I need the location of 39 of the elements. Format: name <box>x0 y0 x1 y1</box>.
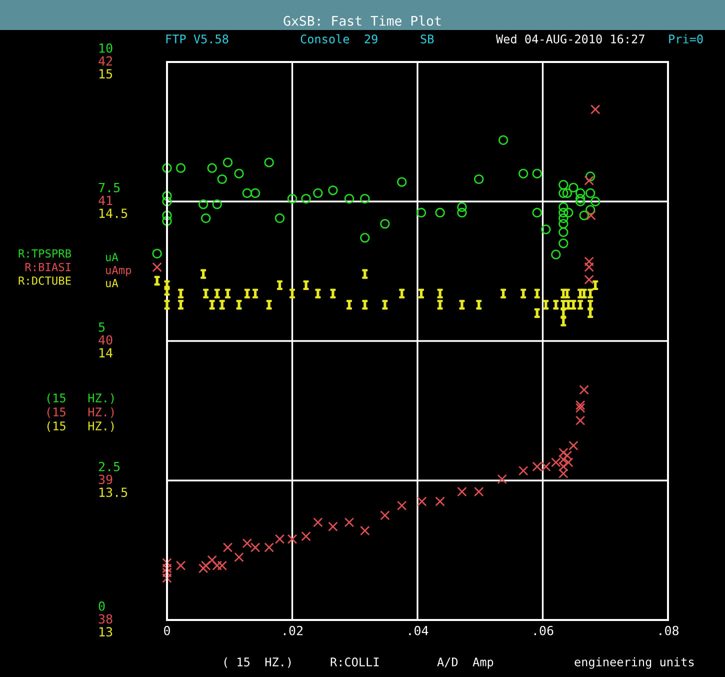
y-tick-label: 0 <box>98 601 105 611</box>
x-axis-title: R:COLLI <box>330 658 379 666</box>
x-tick-label: .04 <box>409 626 428 636</box>
text: FTP V5.58 <box>166 34 228 44</box>
text: uA <box>106 278 118 288</box>
text: Console 29 <box>300 34 378 44</box>
y-tick-label: 2.5 <box>98 462 120 472</box>
y3-tick-label: 14.5 <box>100 208 128 218</box>
text: A/D Amp <box>437 658 494 669</box>
text: R:BIASI <box>25 262 70 272</box>
text: R:TPSPRB <box>18 249 71 258</box>
y3-tick-label: 13 <box>100 627 112 637</box>
y2-tick-label: 39 <box>98 474 112 484</box>
y3-tick-label: 14 <box>100 348 112 358</box>
text: uA <box>106 252 118 262</box>
y2-tick-label: 41 <box>98 196 112 205</box>
x-tick-label: 0 <box>164 626 170 636</box>
x-tick-label: .06 <box>534 626 554 636</box>
y3-tick-label: 13.5 <box>100 488 128 498</box>
y2-tick-label: 40 <box>98 335 112 345</box>
text: SB <box>420 34 434 44</box>
text: R:DCTUBE <box>18 276 71 285</box>
text: (15 HZ.) <box>47 393 114 404</box>
y2-tick-label: 42 <box>98 56 112 66</box>
text: Pri=0 <box>669 34 703 44</box>
text: ( 15 HZ.) <box>224 657 291 668</box>
text: (15 HZ.) <box>47 407 114 418</box>
text: uAmp <box>106 266 132 276</box>
y-tick-label: 10 <box>100 43 112 53</box>
x-tick-label: .08 <box>660 626 678 636</box>
y-tick-label: 7.5 <box>98 183 120 192</box>
chart-title: GxSB: Fast Time Plot <box>284 16 441 26</box>
y3-tick-label: 15 <box>100 69 112 79</box>
text: engineering units <box>574 657 694 669</box>
y2-tick-label: 38 <box>98 614 112 624</box>
text: Wed 04-AUG-2010 16:27 <box>496 34 644 44</box>
x-tick-label: .02 <box>284 626 302 636</box>
text: (15 HZ.) <box>47 421 114 432</box>
y-tick-label: 5 <box>98 322 105 332</box>
